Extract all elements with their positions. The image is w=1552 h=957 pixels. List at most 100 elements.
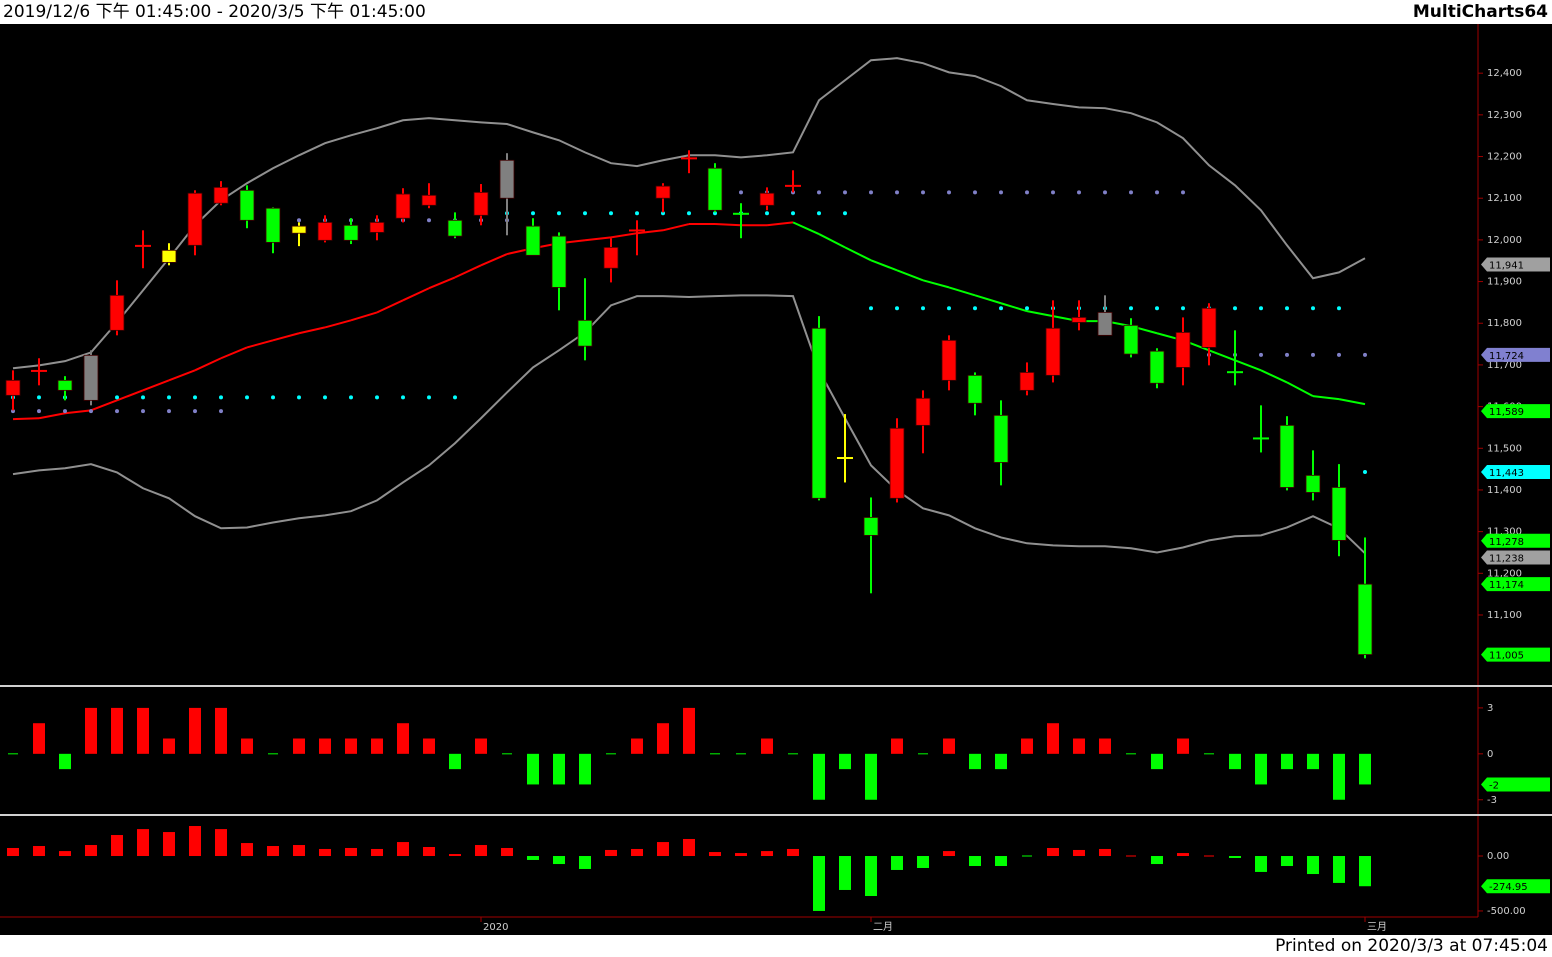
moving-average-segment: [1026, 310, 1054, 318]
moving-average-segment: [428, 276, 456, 290]
bar: [85, 707, 97, 754]
moving-average-segment: [922, 279, 950, 289]
candle-body: [837, 457, 853, 460]
level-dot: [245, 395, 249, 400]
candle-body: [1357, 583, 1373, 655]
bar: [33, 846, 45, 857]
candle-body: [967, 374, 983, 404]
y-tick-label: 0.00: [1487, 851, 1509, 862]
moving-average-segment: [610, 232, 638, 239]
bollinger-band: [12, 294, 1366, 555]
price-marker-label: 11,724: [1489, 351, 1524, 362]
bar: [241, 738, 253, 754]
level-dot: [1025, 190, 1029, 195]
bar: [657, 842, 669, 857]
bar: [449, 854, 461, 857]
bar: [371, 738, 383, 754]
candle-body: [5, 379, 21, 396]
moving-average-segment: [168, 369, 196, 382]
candle-body: [655, 185, 671, 199]
candle-body: [213, 186, 229, 204]
bar: [163, 832, 175, 857]
bar: [475, 738, 487, 754]
level-dot: [1155, 190, 1159, 195]
level-dot: [1259, 306, 1263, 311]
bar: [995, 753, 1007, 770]
level-dot: [609, 211, 613, 216]
candle-body: [1331, 487, 1347, 541]
bar: [33, 723, 45, 754]
level-dot: [219, 395, 223, 400]
moving-average-segment: [662, 223, 690, 232]
moving-average-segment: [142, 379, 170, 392]
bar: [865, 753, 877, 800]
candle-body: [629, 229, 645, 232]
y-tick-label: 11,100: [1487, 610, 1522, 621]
moving-average-segment: [1338, 398, 1366, 406]
bar: [1307, 856, 1319, 875]
y-tick-label: 11,400: [1487, 485, 1522, 496]
bar: [1151, 753, 1163, 770]
bar: [267, 846, 279, 857]
price-marker: [1481, 257, 1550, 272]
level-dot: [1025, 306, 1029, 311]
moving-average-segment: [350, 311, 378, 322]
candle-body: [187, 192, 203, 246]
candle-body: [1071, 317, 1087, 323]
price-marker-label: 11,174: [1489, 580, 1524, 591]
level-dot: [921, 190, 925, 195]
candle-body: [499, 159, 515, 199]
candle-body: [889, 427, 905, 499]
bar: [787, 848, 799, 857]
bar: [709, 852, 721, 857]
moving-average-segment: [454, 264, 482, 279]
level-dot: [1233, 306, 1237, 311]
y-tick-label: 11,800: [1487, 318, 1522, 329]
candle-body: [1123, 324, 1139, 355]
level-dot: [843, 190, 847, 195]
bar: [553, 856, 565, 865]
bar: [111, 835, 123, 857]
bar: [1307, 753, 1319, 770]
bar: [1255, 856, 1267, 872]
level-dot: [583, 211, 587, 216]
level-dot: [895, 190, 899, 195]
moving-average-segment: [766, 221, 794, 227]
y-tick-label: 12,000: [1487, 235, 1522, 246]
level-dot: [869, 190, 873, 195]
bar: [683, 838, 695, 857]
candle-body: [1097, 312, 1113, 336]
y-tick-label: 12,300: [1487, 110, 1522, 121]
level-dot: [1129, 190, 1133, 195]
level-dot: [921, 306, 925, 311]
moving-average-segment: [402, 287, 430, 302]
bar: [813, 856, 825, 911]
bar: [215, 707, 227, 754]
header-bar: [0, 0, 1552, 24]
bar: [59, 753, 71, 770]
moving-average-segment: [844, 246, 872, 262]
level-dot: [1311, 306, 1315, 311]
y-tick-label: 11,300: [1487, 527, 1522, 538]
moving-average-segment: [1312, 395, 1340, 401]
level-dot: [869, 306, 873, 311]
bar: [449, 753, 461, 770]
level-dot: [843, 211, 847, 216]
level-dot: [687, 211, 691, 216]
moving-average-segment: [12, 417, 40, 421]
candle-body: [447, 219, 463, 237]
price-marker-label: 11,589: [1489, 407, 1524, 418]
moving-average-segment: [90, 399, 118, 412]
level-dot: [1259, 352, 1263, 357]
moving-average-segment: [246, 339, 274, 349]
bar: [943, 738, 955, 754]
bar: [163, 738, 175, 754]
level-dot: [323, 395, 327, 400]
level-dot: [37, 409, 41, 414]
bar: [137, 707, 149, 754]
level-dot: [739, 190, 743, 195]
level-dot: [297, 218, 301, 223]
moving-average-segment: [584, 236, 612, 242]
